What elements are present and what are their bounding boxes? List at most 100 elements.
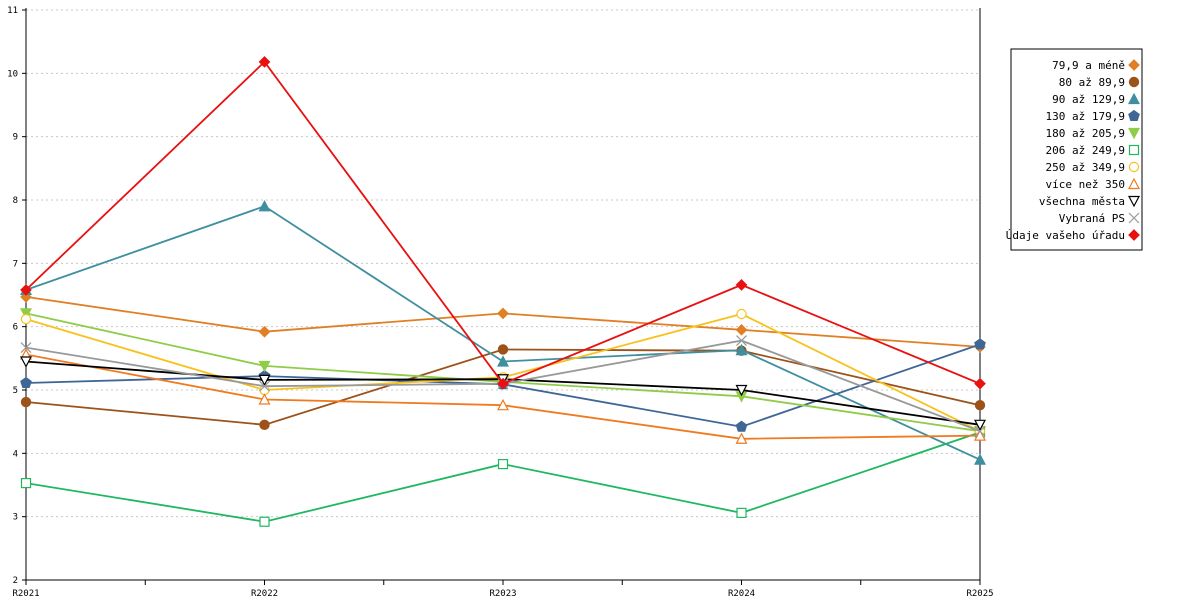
legend-item-7-vice-nez-350: více než 350: [1046, 177, 1140, 191]
series-1-80-az-89-9-point: [20, 396, 32, 408]
series-8-vsechna-mesta-point: [258, 374, 271, 387]
series-10-udaje-vaseho-uradu-point: [497, 377, 509, 390]
x-tick-label: R2021: [12, 589, 39, 599]
series-7-vice-nez-350-point: [258, 393, 271, 405]
legend-marker: [1128, 212, 1140, 224]
series-3-130-az-179-9-point: [974, 338, 986, 350]
series-2-90-az-129-9-point: [735, 343, 748, 356]
y-tick-label: 5: [13, 386, 18, 396]
series-10-udaje-vaseho-uradu-point: [20, 284, 32, 296]
series-2-90-az-129-9-point: [497, 355, 509, 367]
series-9-vybrana-ps-point: [736, 335, 747, 347]
series-9-vybrana-ps-point: [974, 425, 986, 437]
series-10-udaje-vaseho-uradu-point: [974, 377, 986, 390]
legend-item-2-90-az-129-9: 90 až 129,9: [1052, 92, 1140, 106]
y-tick-label: 7: [13, 259, 18, 269]
x-tick-label: R2025: [966, 589, 993, 599]
series-8-vsechna-mesta-point: [20, 356, 32, 368]
grid-lines: [26, 9, 980, 518]
legend-item-4-180-az-205-9: 180 až 205,9: [1046, 127, 1140, 140]
legend-marker: [1128, 76, 1140, 88]
legend-marker: [1128, 195, 1140, 208]
series-10-udaje-vaseho-uradu-line: [25, 60, 981, 385]
x-tick-label: R2023: [489, 589, 516, 599]
legend-label: 206 až 249,9: [1046, 144, 1125, 157]
legend-marker: [1128, 59, 1140, 71]
legend-marker: [1128, 92, 1140, 105]
series-10-udaje-vaseho-uradu: [20, 56, 986, 390]
series-7-vice-nez-350-line: [25, 353, 981, 440]
series-2-90-az-129-9-point: [258, 200, 271, 212]
y-tick-label: 9: [13, 133, 18, 143]
legend-marker: [1128, 161, 1140, 173]
legend: 79,9 a méně 80 až 89,9 90 až 129,9 130 až 1…: [1006, 48, 1143, 251]
series-9-vybrana-ps-point: [259, 380, 270, 392]
series-9-vybrana-ps-point: [20, 342, 32, 353]
series-0-79-9-a-mene-point: [735, 323, 748, 336]
x-tick-label: R2024: [728, 589, 755, 599]
legend-label: všechna města: [1039, 195, 1125, 208]
legend-label: 180 až 205,9: [1046, 127, 1125, 140]
series-7-vice-nez-350-point: [735, 432, 748, 444]
series-6-250-az-349-9-point: [736, 308, 747, 320]
series-4-180-az-205-9-point: [20, 308, 32, 320]
series-4-180-az-205-9-point: [258, 360, 271, 373]
legend-item-0-79-9-a-mene: 79,9 a méně: [1052, 59, 1140, 72]
legend-item-9-vybrana-ps: Vybraná PS: [1059, 212, 1140, 225]
legend-label: Údaje vašeho úřadu: [1006, 229, 1125, 242]
y-tick-label: 3: [13, 513, 18, 523]
series-7-vice-nez-350-point: [974, 429, 986, 441]
series-5-206-az-249-9-line: [25, 431, 981, 523]
legend-label: 79,9 a méně: [1052, 59, 1125, 72]
legend-item-1-80-az-89-9: 80 až 89,9: [1059, 76, 1140, 89]
legend-item-3-130-az-179-9: 130 až 179,9: [1046, 109, 1140, 123]
legend-marker: [1128, 229, 1140, 241]
series-0-79-9-a-mene: [20, 291, 986, 353]
x-tick-label: R2022: [251, 589, 278, 599]
legend-item-10-udaje-vaseho-uradu: Údaje vašeho úřadu: [1006, 229, 1140, 242]
series-3-130-az-179-9-point: [20, 376, 32, 388]
series-0-79-9-a-mene-point: [258, 325, 271, 338]
legend-marker: [1128, 144, 1140, 156]
y-tick-label: 8: [13, 196, 18, 206]
legend-item-8-vsechna-mesta: všechna města: [1039, 195, 1140, 208]
series-7-vice-nez-350-point: [497, 398, 509, 411]
series-5-206-az-249-9: [20, 427, 986, 527]
legend-label: 130 až 179,9: [1046, 110, 1125, 123]
series-5-206-az-249-9-point: [259, 516, 270, 527]
y-tick-label: 11: [7, 6, 18, 16]
y-tick-label: 2: [13, 576, 18, 586]
axes: 2 3 4 5 6 7 8 9 10 11 R2021 R2022 R2023 R2024 R2025: [7, 6, 993, 599]
series-5-206-az-249-9-point: [497, 459, 509, 470]
y-tick-label: 6: [13, 323, 18, 333]
series-1-80-az-89-9-point: [974, 400, 986, 411]
series-5-206-az-249-9-point: [736, 507, 747, 518]
series-1-80-az-89-9-point: [497, 344, 509, 355]
series-8-vsechna-mesta-point: [974, 419, 986, 432]
legend-label: 80 až 89,9: [1059, 76, 1125, 89]
series-2-90-az-129-9: [20, 200, 986, 465]
series-8-vsechna-mesta-point: [735, 384, 748, 397]
legend-label: více než 350: [1046, 178, 1125, 191]
series-0-79-9-a-mene-line: [25, 296, 981, 348]
legend-item-6-250-az-349-9: 250 až 349,9: [1046, 161, 1140, 174]
y-tick-label: 10: [7, 69, 18, 79]
series-2-90-az-129-9-line: [25, 205, 981, 461]
series-5-206-az-249-9-point: [20, 478, 32, 489]
series-0-79-9-a-mene-point: [497, 307, 509, 320]
legend-item-5-206-az-249-9: 206 až 249,9: [1046, 144, 1140, 157]
legend-label: Vybraná PS: [1059, 212, 1125, 225]
legend-label: 90 až 129,9: [1052, 93, 1125, 106]
y-tick-label: 4: [13, 449, 18, 459]
series-6-250-az-349-9-point: [20, 313, 32, 325]
legend-marker: [1128, 109, 1140, 121]
series-10-udaje-vaseho-uradu-point: [258, 56, 271, 68]
legend-marker: [1128, 177, 1140, 190]
series-3-130-az-179-9-point: [735, 420, 748, 432]
series-1-80-az-89-9-point: [259, 419, 270, 431]
legend-box: [1010, 48, 1143, 251]
legend-marker: [1128, 127, 1140, 140]
series-10-udaje-vaseho-uradu-point: [735, 279, 748, 291]
legend-label: 250 až 349,9: [1046, 161, 1125, 174]
